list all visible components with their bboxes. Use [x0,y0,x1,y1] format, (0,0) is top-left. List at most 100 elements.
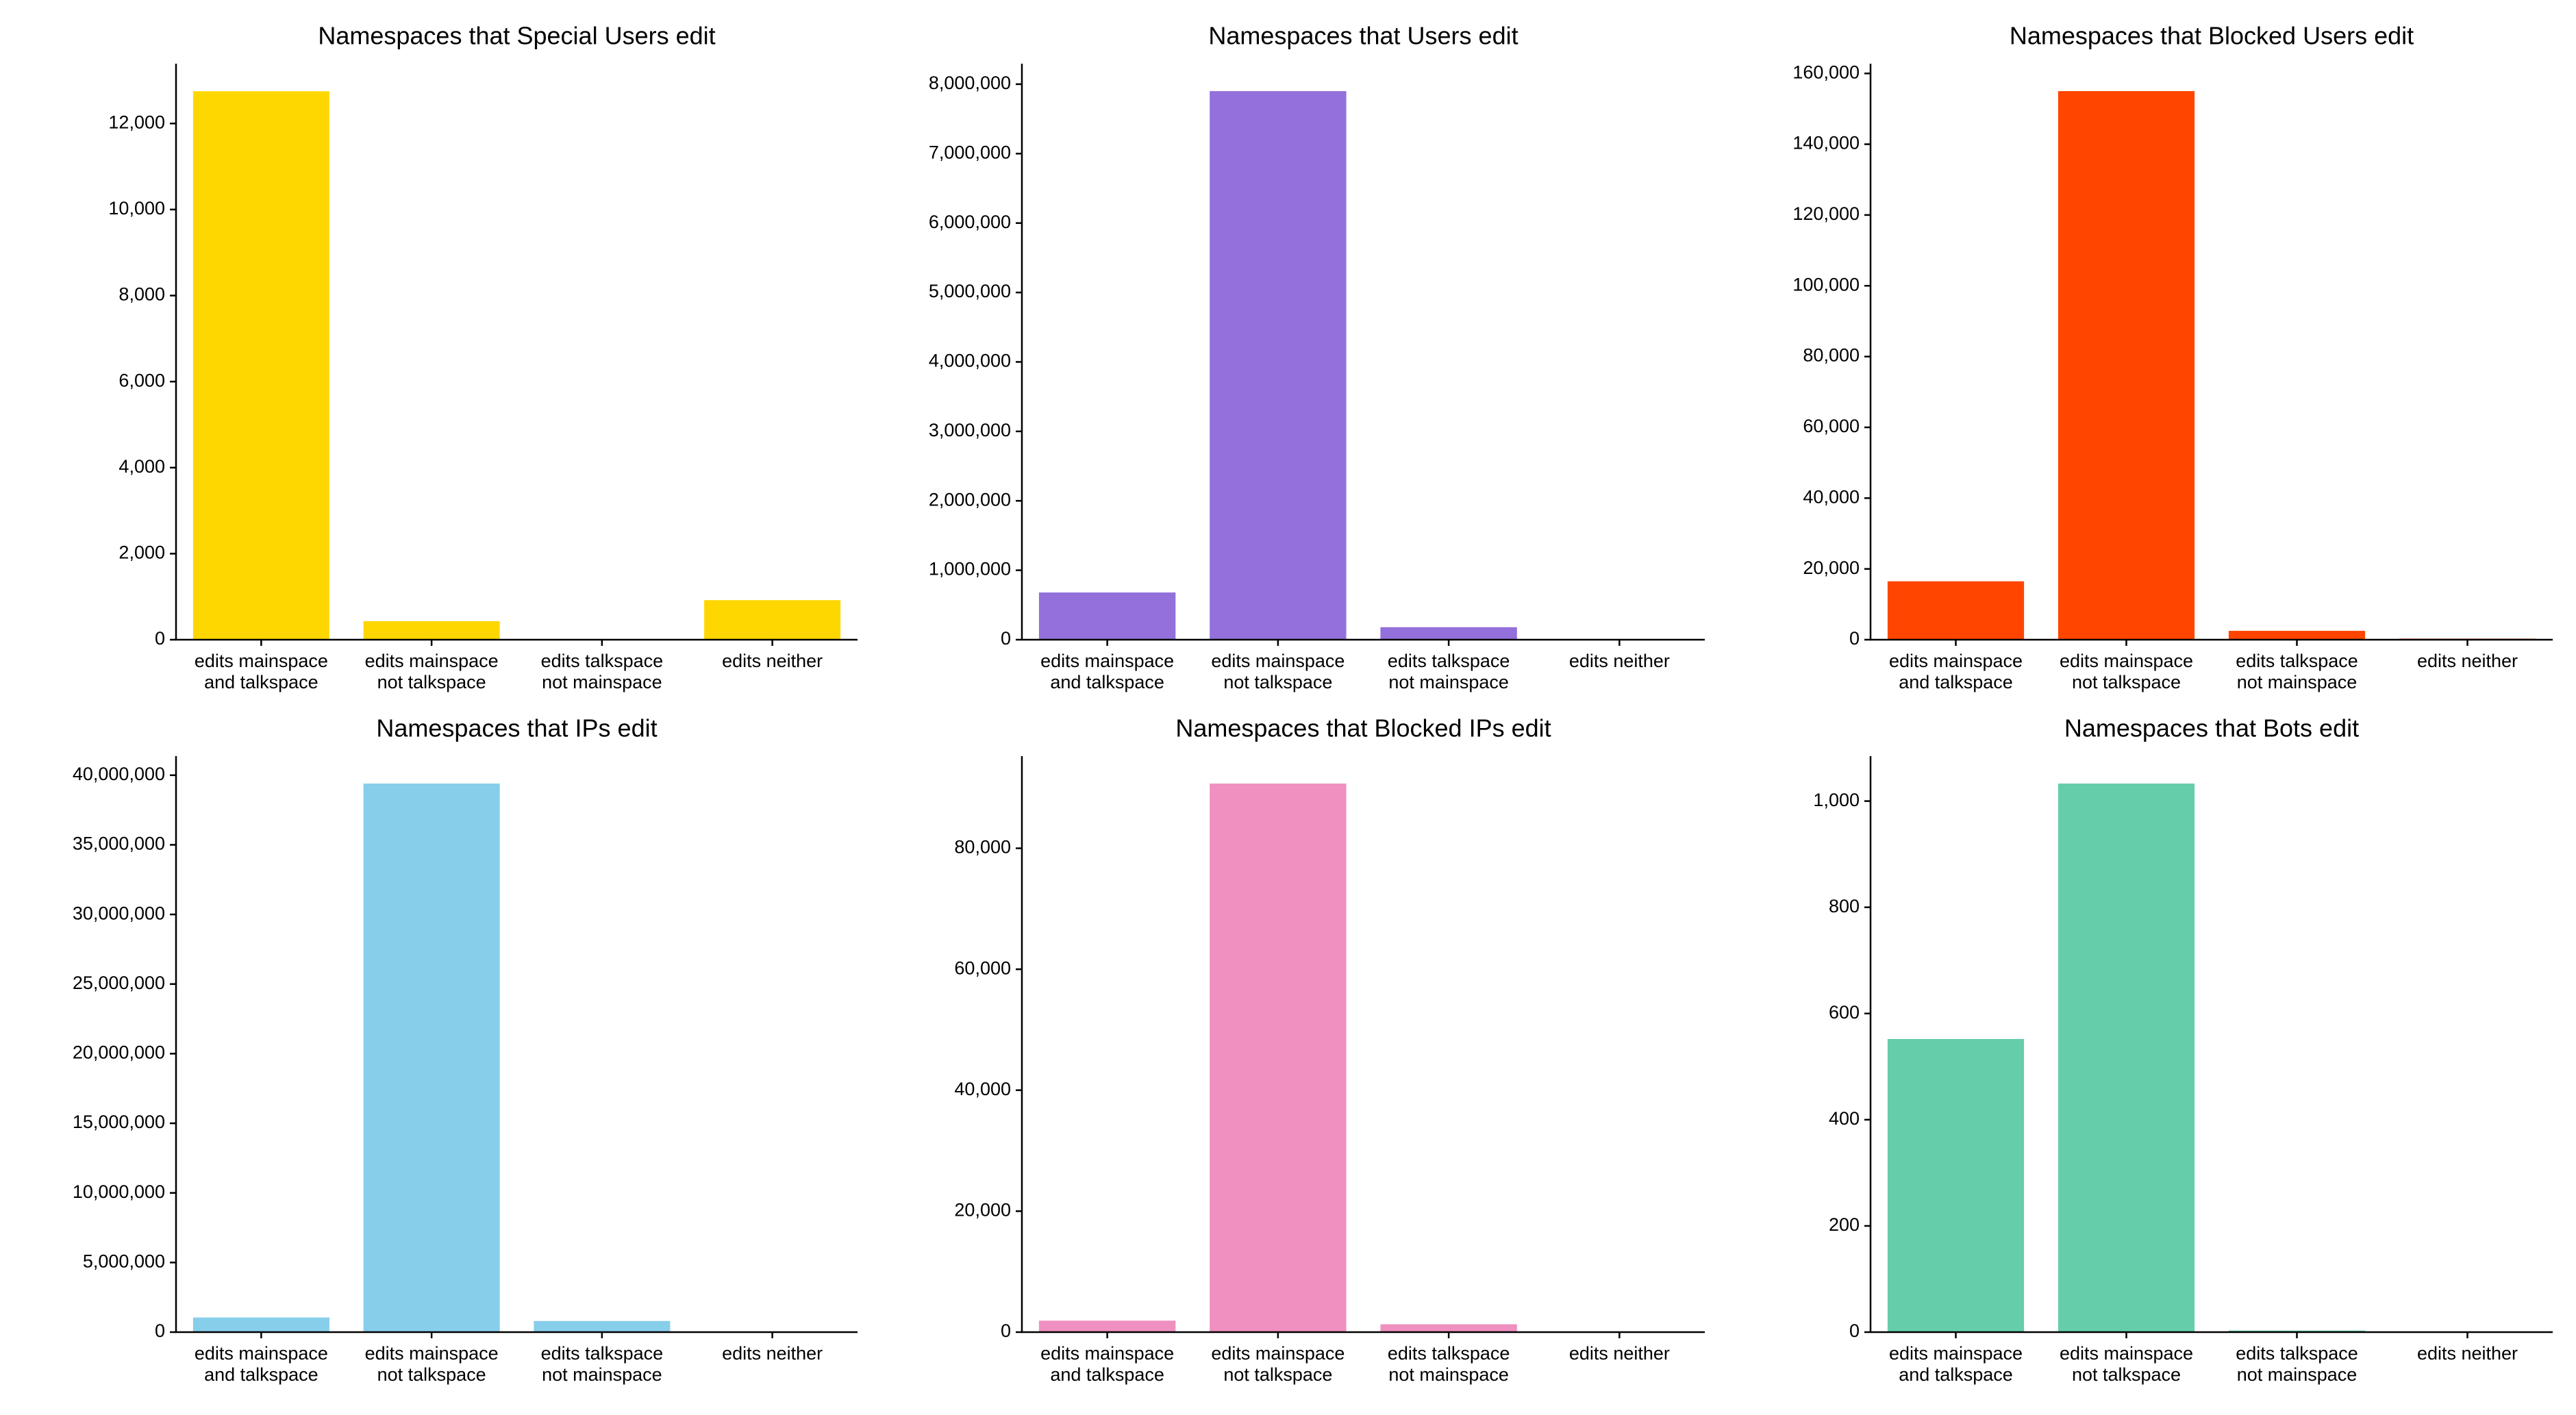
bar-4 [704,600,841,640]
x-category-label: and talkspace [204,1364,318,1385]
x-category-label: not mainspace [2237,672,2358,692]
y-tick-label: 2,000 [118,542,165,563]
x-category-label: not mainspace [542,1364,662,1385]
x-category-label: edits talkspace [541,651,664,671]
y-tick-label: 20,000,000 [73,1042,165,1063]
x-category-label: not mainspace [2237,1364,2358,1385]
y-tick-label: 40,000 [1803,486,1860,507]
y-tick-label: 80,000 [954,837,1011,857]
chart-panel-5: Namespaces that Blocked IPs edit 0 20,000 4… [954,714,1705,1385]
y-tick-label: 40,000 [954,1079,1011,1099]
y-tick-label: 20,000 [1803,558,1860,578]
bar-1 [1887,581,2025,640]
y-tick-label: 0 [1849,1320,1860,1341]
x-category-label: not talkspace [1223,672,1332,692]
y-tick-label: 2,000,000 [929,489,1011,510]
y-tick-label: 0 [155,1320,165,1341]
x-category-label: edits talkspace [1388,651,1510,671]
y-tick-label: 0 [1849,628,1860,649]
chart-title: Namespaces that Blocked IPs edit [1175,714,1551,742]
x-category-label: not talkspace [1223,1364,1332,1385]
y-tick-label: 600 [1829,1002,1860,1023]
y-tick-label: 4,000 [118,456,165,477]
x-category-label: edits mainspace [1040,651,1174,671]
y-tick-label: 0 [1001,628,1011,649]
chart-panel-1: Namespaces that Special Users edit 0 2,000… [108,22,858,692]
y-tick-label: 0 [1001,1320,1011,1341]
y-tick-label: 5,000,000 [929,281,1011,301]
x-category-label: and talkspace [204,672,318,692]
chart-title: Namespaces that Users edit [1208,22,1518,50]
chart-panel-3: Namespaces that Blocked Users edit 0 20,00… [1792,22,2553,692]
y-tick-label: 20,000 [954,1200,1011,1220]
y-tick-label: 800 [1829,896,1860,916]
y-tick-label: 7,000,000 [929,142,1011,162]
bar-3 [1380,627,1517,640]
y-tick-label: 8,000,000 [929,73,1011,93]
x-category-label: edits neither [1569,1343,1670,1364]
y-tick-label: 12,000 [108,112,165,132]
x-category-label: edits talkspace [1388,1343,1510,1364]
y-tick-label: 120,000 [1792,203,1860,224]
y-tick-label: 400 [1829,1108,1860,1129]
x-category-label: and talkspace [1050,672,1164,692]
x-category-label: edits talkspace [541,1343,664,1364]
x-category-label: edits mainspace [1211,651,1345,671]
y-tick-label: 6,000 [118,370,165,390]
y-tick-label: 160,000 [1792,62,1860,82]
x-category-label: and talkspace [1899,672,2013,692]
y-tick-label: 10,000,000 [73,1181,165,1202]
bar-1 [1887,1038,2025,1332]
x-category-label: edits neither [1569,651,1670,671]
x-category-label: and talkspace [1899,1364,2013,1385]
x-category-label: edits neither [722,651,823,671]
chart-panel-4: Namespaces that IPs edit 0 5,000,000 10,000… [73,714,858,1385]
x-category-label: edits mainspace [1211,1343,1345,1364]
bar-1 [1038,592,1176,640]
bar-3 [534,1320,671,1332]
y-tick-label: 10,000 [108,198,165,218]
y-tick-label: 6,000,000 [929,212,1011,232]
chart-title: Namespaces that IPs edit [376,714,657,742]
x-category-label: and talkspace [1050,1364,1164,1385]
y-tick-label: 8,000 [118,284,165,305]
y-tick-label: 60,000 [1803,416,1860,436]
y-tick-label: 1,000,000 [929,559,1011,579]
bar-3 [2228,631,2366,640]
x-category-label: not mainspace [1388,1364,1509,1385]
bar-1 [192,1317,329,1332]
bar-1 [1038,1320,1176,1332]
y-tick-label: 140,000 [1792,133,1860,153]
y-tick-label: 3,000,000 [929,420,1011,440]
x-category-label: edits mainspace [1040,1343,1174,1364]
y-tick-label: 1,000 [1813,790,1860,810]
x-category-label: edits mainspace [1889,651,2023,671]
y-tick-label: 40,000,000 [73,764,165,784]
y-tick-label: 0 [155,628,165,649]
bar-2 [2058,784,2195,1332]
x-category-label: edits talkspace [2236,1343,2358,1364]
x-category-label: edits mainspace [365,651,499,671]
x-category-label: not talkspace [377,672,486,692]
x-category-label: edits mainspace [2060,1343,2193,1364]
x-category-label: not talkspace [377,1364,486,1385]
x-category-label: edits mainspace [1889,1343,2023,1364]
x-category-label: edits talkspace [2236,651,2358,671]
x-category-label: edits mainspace [365,1343,499,1364]
x-category-label: not talkspace [2072,672,2181,692]
x-category-label: not talkspace [2072,1364,2181,1385]
y-tick-label: 35,000,000 [73,834,165,854]
bar-3 [1380,1324,1517,1332]
chart-panel-6: Namespaces that Bots edit 0 200 400 600 800 1,… [1813,714,2553,1385]
y-tick-label: 80,000 [1803,345,1860,366]
y-tick-label: 100,000 [1792,274,1860,295]
y-tick-label: 60,000 [954,957,1011,978]
x-category-label: edits neither [722,1343,823,1364]
y-tick-label: 30,000,000 [73,903,165,923]
x-category-label: edits mainspace [195,1343,328,1364]
y-tick-label: 5,000,000 [83,1251,165,1271]
y-tick-label: 200 [1829,1214,1860,1235]
bar-2 [1210,91,1347,640]
bar-2 [363,784,500,1332]
